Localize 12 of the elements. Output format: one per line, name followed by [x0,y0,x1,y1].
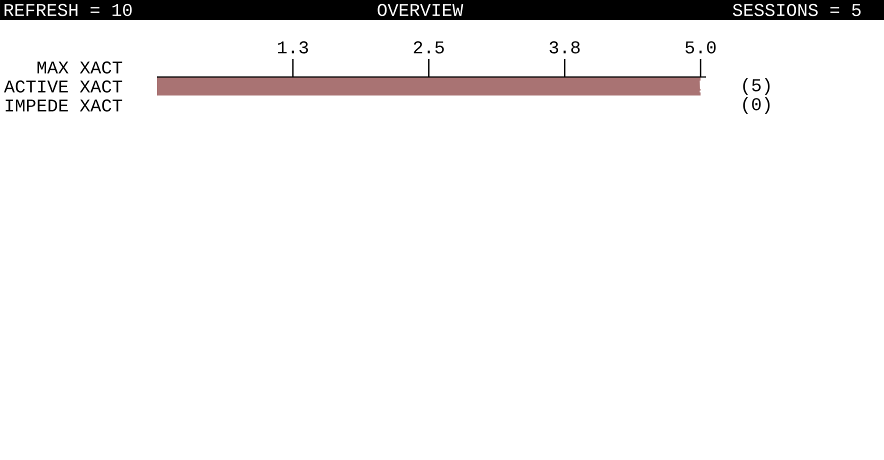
y-tick-label: MAX XACT [38,61,122,74]
text: SESSIONS = 5 [732,4,861,16]
x-tick-label: 1.3 [278,41,308,54]
text: REFRESH = 10 [4,4,132,16]
chart-title: OVERVIEW [378,4,464,16]
x-tick-label: 3.8 [550,41,580,54]
data-label: (0) [743,97,770,114]
x-tick-label: 5.0 [685,41,716,54]
y-tick-label: IMPEDE XACT [6,99,122,112]
y-tick-label: ACTIVE XACT [4,80,122,93]
x-tick-label: 2.5 [414,41,444,54]
data-label: (5) [743,78,770,95]
